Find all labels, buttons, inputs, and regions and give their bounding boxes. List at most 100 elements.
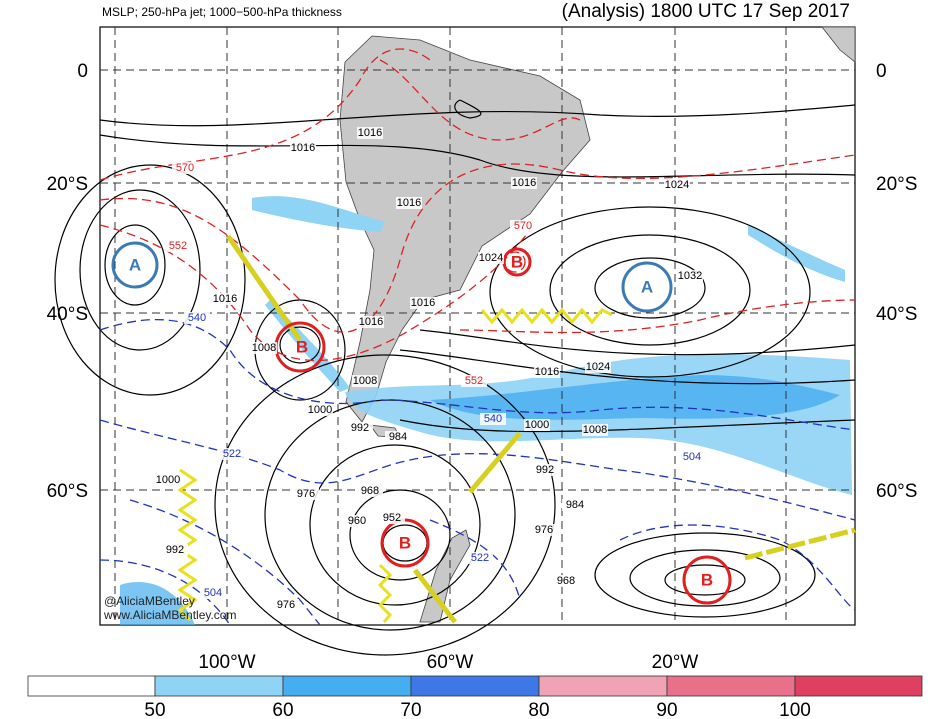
label-bg [679,451,705,463]
label-bg [290,142,316,154]
label-bg [357,127,383,139]
lat-label-left: 40°S [47,304,88,325]
land-africa [821,26,856,63]
lon-label: 100°W [198,652,255,673]
lat-label-right: 60°S [876,481,917,502]
mslp-label: 1008 [583,424,607,436]
mslp-label: 976 [277,599,295,611]
colorbar-swatch [410,675,540,697]
colorbar-tick-label: 80 [528,700,549,719]
lat-label-left: 0 [77,61,88,82]
lat-label-right: 20°S [876,174,917,195]
colorbar-swatch [794,675,923,697]
colorbar-tick-label: 50 [144,700,165,719]
label-bg [532,464,558,476]
mslp-label: 992 [536,464,554,476]
mslp-label: 1008 [252,342,276,354]
lon-label: 20°W [652,652,699,673]
label-bg [553,575,579,587]
jet-streak-east [748,225,845,282]
center-letter: A [129,255,141,274]
header-left: MSLP; 250-hPa jet; 1000−500-hPa thicknes… [102,5,342,19]
colorbar-swatch [154,675,284,697]
label-bg [219,448,245,460]
thickness-label: 540 [188,312,206,324]
label-bg [155,474,181,486]
label-bg [461,375,487,387]
label-bg [162,544,188,556]
label-bg [172,162,198,174]
mslp-label: 1016 [359,316,383,328]
mslp-label: 984 [389,431,407,443]
label-bg [184,312,210,324]
label-bg [585,361,611,373]
label-bg [273,599,299,611]
lon-label: 60°W [427,652,474,673]
colorbar-tick-label: 70 [400,700,421,719]
colorbar-tick-label: 90 [656,700,677,719]
colorbar-tick-label: 60 [272,700,293,719]
lat-label-right: 40°S [876,304,917,325]
label-bg [251,342,277,354]
label-bg [344,515,370,527]
mslp-label: 1016 [397,197,421,209]
jet-streak-southwest [120,581,195,625]
colorbar-tick-label: 100 [779,700,811,719]
label-bg [467,552,493,564]
label-bg [212,293,238,305]
thickness-label: 540 [484,413,502,425]
thickness-label: 522 [471,552,489,564]
mslp-label: 960 [348,515,366,527]
credit: www.AliciaMBentley.com [103,608,236,622]
label-bg [396,197,422,209]
center-letter: B [511,252,523,271]
center-letter: B [296,337,308,356]
map-area [54,26,856,656]
mslp-label: 1024 [479,252,503,264]
mslp-label: 1000 [308,404,332,416]
thickness-label: 522 [223,448,241,460]
label-bg [510,220,536,232]
center-letter: A [641,277,653,296]
label-bg [478,252,504,264]
label-bg [410,297,436,309]
mslp-label: 952 [383,512,401,524]
label-bg [200,587,226,599]
jet-core [430,375,840,420]
mslp-label: 1008 [353,375,377,387]
label-bg [582,424,608,436]
label-bg [677,270,703,282]
label-bg [531,524,557,536]
thickness-label: 570 [176,162,194,174]
map-labels: 0 0 20°S 20°S 40°S 40°S 60°S 60°S 100°W 60°W 20°W 1… [47,61,918,673]
center-letter: B [701,570,713,589]
mslp-label: 1024 [665,179,689,191]
mslp-label: 1032 [678,270,702,282]
colorbar-swatch [666,675,796,697]
label-bg [511,177,537,189]
mslp-label: 1016 [535,366,559,378]
mslp-label: 992 [351,422,369,434]
colorbar-swatch [27,675,156,697]
label-bg [358,316,384,328]
mslp-label: 976 [297,488,315,500]
thickness-label: 504 [683,451,701,463]
thickness-label: 552 [465,375,483,387]
thickness-label: 570 [514,220,532,232]
label-bg [307,404,333,416]
label-bg [347,422,373,434]
mslp-label: 992 [166,544,184,556]
land-south-america [339,35,591,423]
mslp-label: 1016 [411,297,435,309]
land-antarctic-peninsula [419,529,471,623]
label-bg [664,179,690,191]
colorbar-swatch [538,675,668,697]
mslp-label: 968 [557,575,575,587]
lat-label-right: 0 [876,61,887,82]
label-bg [562,499,588,511]
mslp-label: 976 [535,524,553,536]
label-bg [480,413,506,425]
label-bg [357,485,383,497]
mslp-label: 1016 [291,142,315,154]
